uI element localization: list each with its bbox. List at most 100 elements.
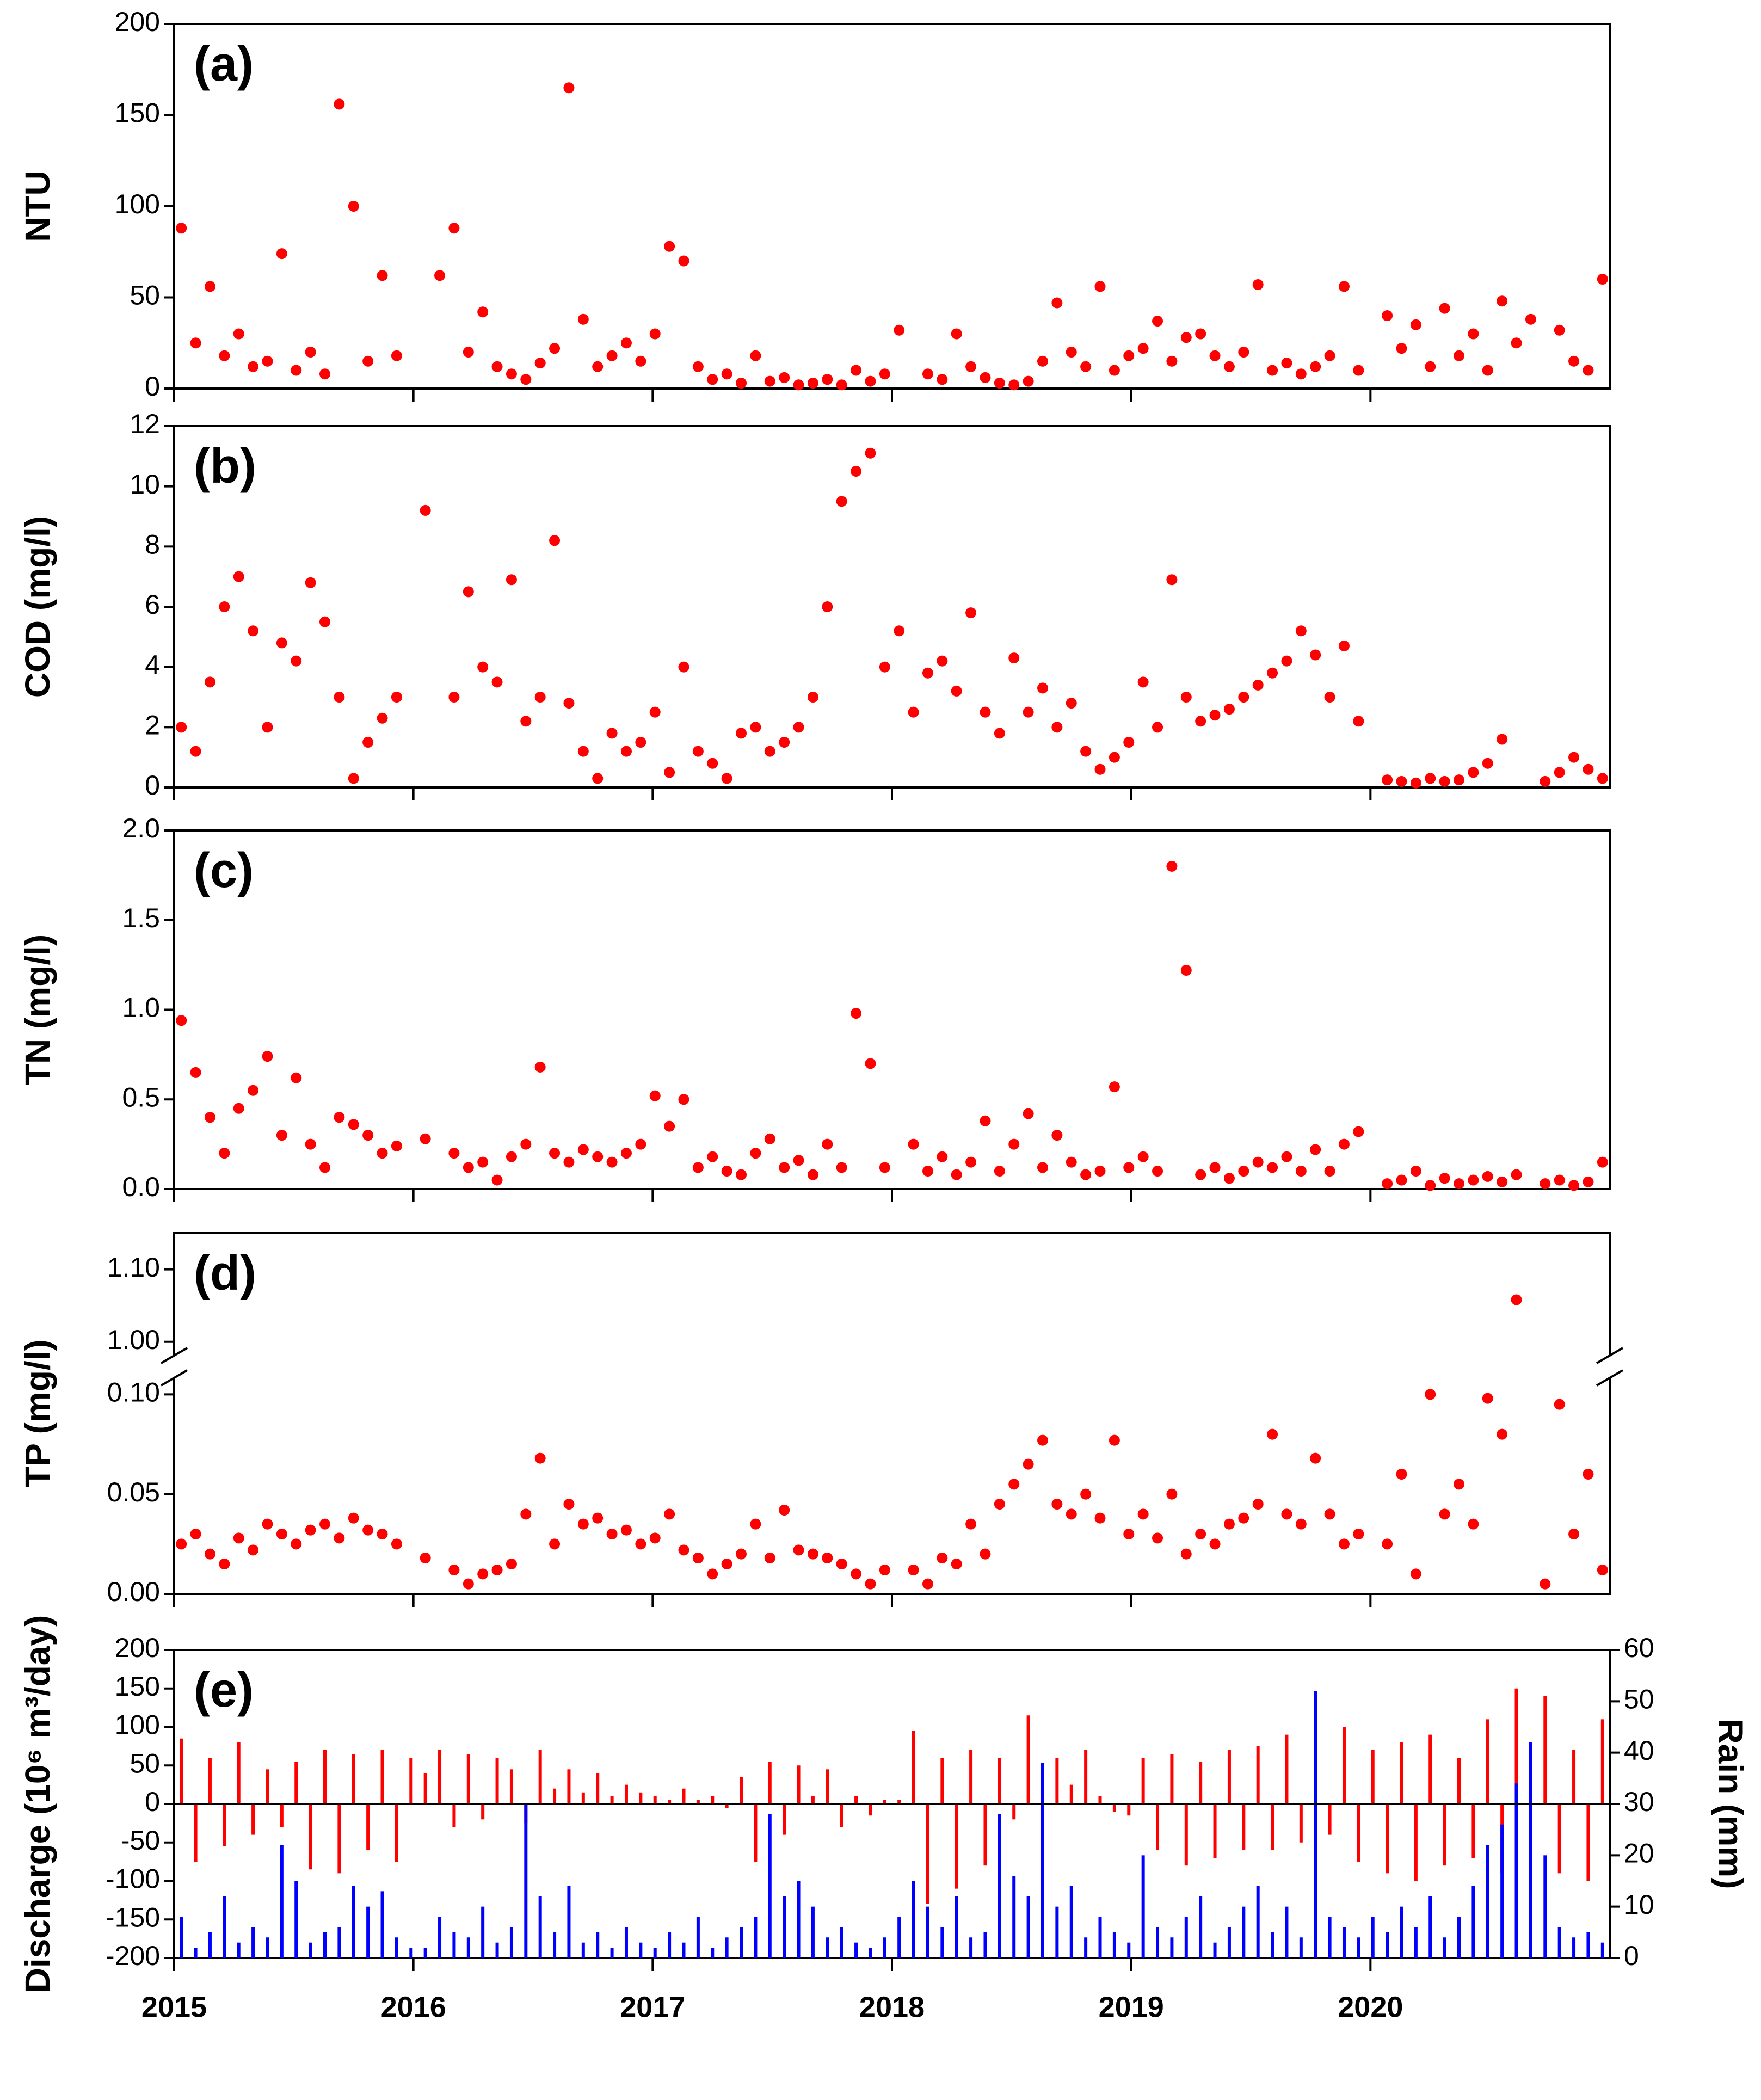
bar [1069,1784,1073,1804]
bar [811,1906,815,1958]
point [1396,343,1407,354]
bar [208,1932,212,1958]
bar [466,1937,470,1958]
bar [711,1796,715,1804]
point [1252,1499,1264,1510]
bar [1328,1804,1332,1835]
bar [1586,1804,1590,1881]
point [736,728,747,739]
point [1066,1508,1077,1520]
y-tick-label: 8 [145,529,160,560]
point [362,1524,374,1536]
bar [481,1804,485,1820]
point [248,625,259,637]
point [707,758,718,769]
point [491,361,503,372]
bar [955,1896,958,1958]
bar [940,1758,944,1804]
y-tick-label: 100 [115,189,160,219]
point [1166,1488,1178,1500]
bar [653,1796,657,1804]
point [592,773,604,784]
point [692,361,704,372]
point [807,377,818,389]
point [664,241,675,252]
point [1109,752,1120,763]
y-tick-label: 2 [145,710,160,741]
point [204,1548,215,1560]
point [678,255,689,267]
point [994,1499,1005,1510]
bar [294,1881,298,1958]
point [980,1115,991,1126]
bar [883,1937,886,1958]
point [1568,752,1580,763]
bar [1600,1719,1604,1804]
point [477,661,489,673]
point [951,685,962,697]
point [649,328,661,340]
point [1166,355,1178,367]
point [922,1578,933,1590]
bar [1127,1804,1131,1816]
point [1382,310,1393,321]
point [1109,1081,1120,1093]
point [851,365,862,376]
point [965,1156,977,1168]
bar [1600,1942,1604,1958]
point [448,692,460,703]
bar [409,1758,413,1804]
point [1223,1173,1235,1184]
point [434,270,446,281]
point [1281,358,1292,369]
point [1051,722,1063,733]
bar [208,1758,212,1804]
point [1051,297,1063,309]
point [1080,1169,1092,1180]
bar [1342,1927,1346,1958]
panel-label: (e) [194,1663,254,1717]
point [1439,1173,1450,1184]
point [793,722,804,733]
point [851,466,862,477]
point [362,1130,374,1141]
bar [1271,1932,1274,1958]
point [362,737,374,748]
point [793,1155,804,1166]
point [1166,574,1178,586]
point [305,577,316,588]
point [764,1553,775,1563]
bar [423,1773,427,1804]
bar [553,1788,557,1804]
point [836,1559,847,1569]
bar [969,1937,973,1958]
point [1454,1479,1465,1490]
point [520,1508,532,1520]
point [563,1499,575,1510]
point [994,377,1005,389]
bar [323,1932,327,1958]
point [1396,775,1407,787]
bar [409,1948,413,1958]
point [1540,775,1551,787]
bar [897,1917,901,1958]
point [1353,1529,1364,1539]
y-tick-label: 6 [145,589,160,620]
point [1353,365,1364,376]
bar [237,1742,241,1804]
point [1123,737,1135,748]
y2-tick-label: 30 [1624,1787,1654,1817]
point [506,1559,517,1569]
plot-frame [173,23,1611,390]
bar [797,1765,801,1804]
bar [251,1927,255,1958]
y-tick-label: -50 [121,1825,160,1856]
bar [1271,1804,1274,1850]
bar [1199,1896,1203,1958]
bar [983,1804,987,1866]
bar [1428,1734,1432,1804]
bar [983,1932,987,1958]
bar [854,1796,858,1804]
point [520,716,532,727]
point [1295,368,1307,380]
